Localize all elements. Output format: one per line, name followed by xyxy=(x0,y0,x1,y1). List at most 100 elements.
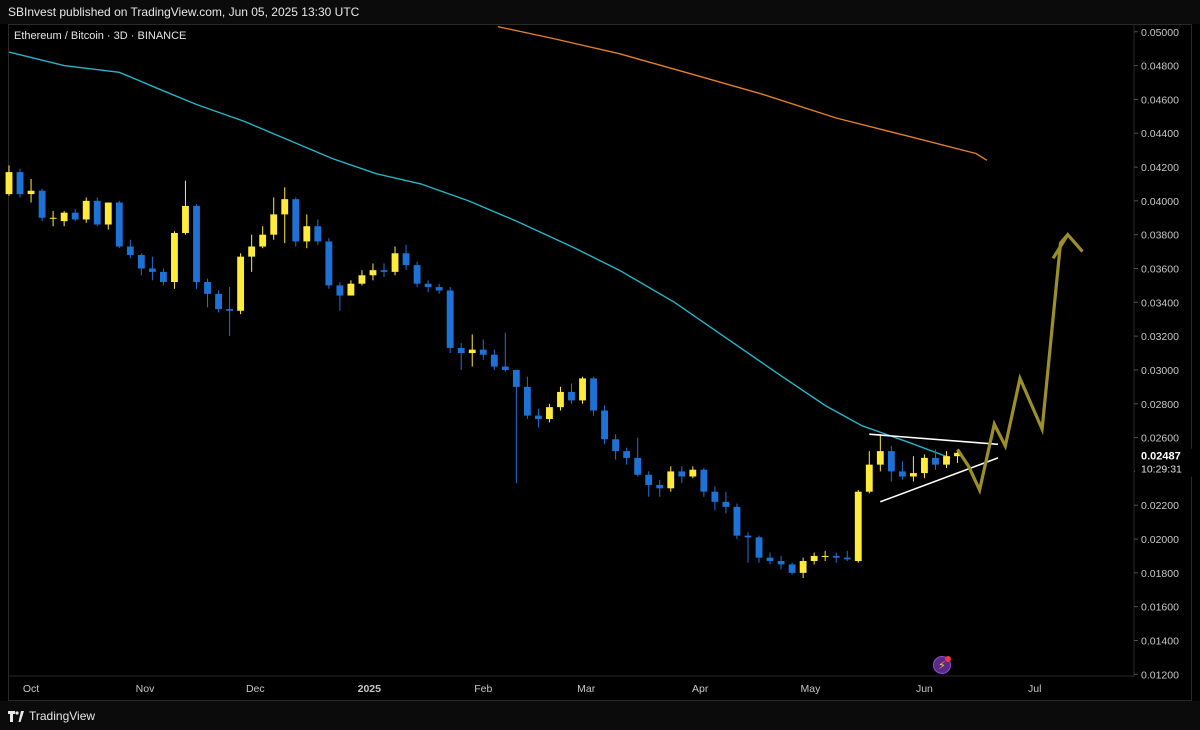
candle[interactable] xyxy=(369,263,377,281)
candle[interactable] xyxy=(60,211,68,227)
candle[interactable] xyxy=(248,234,256,272)
candle[interactable] xyxy=(479,339,487,360)
triangle-upper-trendline[interactable] xyxy=(869,433,999,446)
candle[interactable] xyxy=(788,562,796,575)
candle[interactable] xyxy=(104,202,112,230)
candle[interactable] xyxy=(82,197,90,223)
candle[interactable] xyxy=(557,386,564,411)
candle[interactable] xyxy=(711,486,719,511)
candle-body xyxy=(137,254,145,269)
candle[interactable] xyxy=(678,466,686,484)
candle[interactable] xyxy=(237,253,245,315)
projection-arrowhead[interactable] xyxy=(1051,232,1084,260)
candle[interactable] xyxy=(468,334,476,367)
candle[interactable] xyxy=(854,490,862,563)
candle[interactable] xyxy=(137,253,145,276)
candle[interactable] xyxy=(413,261,421,288)
x-tick-label: Jun xyxy=(916,683,933,695)
candle[interactable] xyxy=(193,204,200,289)
triangle-lower-trendline[interactable] xyxy=(880,457,999,503)
candle[interactable] xyxy=(215,290,222,313)
candle[interactable] xyxy=(435,283,443,294)
candle[interactable] xyxy=(534,408,542,428)
candle[interactable] xyxy=(259,226,267,249)
candle[interactable] xyxy=(270,197,278,240)
candle[interactable] xyxy=(126,239,134,259)
candle[interactable] xyxy=(281,187,289,244)
candle[interactable] xyxy=(325,238,333,289)
candle-body xyxy=(248,246,256,257)
candle[interactable] xyxy=(523,376,531,419)
candle[interactable] xyxy=(303,214,311,249)
candle[interactable] xyxy=(38,189,46,222)
lightning-icon[interactable]: ⚡ xyxy=(933,656,951,674)
candle[interactable] xyxy=(292,197,300,247)
candle[interactable] xyxy=(501,332,509,372)
candle[interactable] xyxy=(446,287,454,354)
candle[interactable] xyxy=(865,451,873,494)
candle[interactable] xyxy=(634,437,642,477)
candle[interactable] xyxy=(380,263,388,277)
candle[interactable] xyxy=(71,209,79,222)
candle[interactable] xyxy=(843,550,851,562)
projection-path[interactable] xyxy=(956,233,1070,495)
candle[interactable] xyxy=(5,165,13,196)
candle[interactable] xyxy=(424,280,432,293)
candle[interactable] xyxy=(93,197,101,227)
candle[interactable] xyxy=(579,376,586,404)
candle[interactable] xyxy=(182,180,189,235)
candle[interactable] xyxy=(656,479,664,497)
candle[interactable] xyxy=(568,383,575,404)
candle[interactable] xyxy=(159,268,167,286)
chart-frame[interactable] xyxy=(8,24,1192,701)
candle[interactable] xyxy=(115,200,123,249)
candle[interactable] xyxy=(16,168,24,198)
candle[interactable] xyxy=(148,256,156,281)
candle[interactable] xyxy=(733,503,741,540)
candle[interactable] xyxy=(667,466,675,492)
candle[interactable] xyxy=(777,555,785,570)
candle[interactable] xyxy=(898,461,906,480)
candle[interactable] xyxy=(943,451,950,469)
candle[interactable] xyxy=(799,557,807,578)
candle[interactable] xyxy=(755,535,763,563)
candle[interactable] xyxy=(546,403,553,423)
candle[interactable] xyxy=(171,231,178,289)
candle[interactable] xyxy=(49,211,57,227)
candle[interactable] xyxy=(590,376,597,416)
candle[interactable] xyxy=(391,246,399,276)
candle[interactable] xyxy=(226,287,234,337)
candle[interactable] xyxy=(347,280,355,296)
candle[interactable] xyxy=(204,278,211,308)
symbol-label[interactable]: Ethereum / Bitcoin · 3D · BINANCE xyxy=(14,30,187,42)
candle[interactable] xyxy=(921,454,928,479)
candle[interactable] xyxy=(457,342,465,370)
candle[interactable] xyxy=(766,552,774,565)
candle[interactable] xyxy=(27,178,35,203)
candle-body xyxy=(755,537,763,558)
candle[interactable] xyxy=(612,434,620,460)
candle[interactable] xyxy=(700,468,708,497)
candle[interactable] xyxy=(722,491,730,514)
candle[interactable] xyxy=(832,552,840,563)
candle[interactable] xyxy=(358,270,366,286)
candle[interactable] xyxy=(336,282,344,311)
candle[interactable] xyxy=(909,456,917,482)
candle[interactable] xyxy=(744,532,752,563)
candle[interactable] xyxy=(314,219,322,245)
candle[interactable] xyxy=(821,550,829,562)
tradingview-logo[interactable]: TradingView xyxy=(8,709,95,723)
candle[interactable] xyxy=(887,446,895,482)
candle[interactable] xyxy=(601,405,609,445)
candle[interactable] xyxy=(689,466,697,479)
candle[interactable] xyxy=(623,447,631,465)
candle[interactable] xyxy=(512,369,520,484)
candle[interactable] xyxy=(645,471,653,497)
candle[interactable] xyxy=(490,349,498,370)
candle[interactable] xyxy=(876,434,884,472)
candle[interactable] xyxy=(932,449,939,470)
candle[interactable] xyxy=(810,552,818,565)
y-tick-label: 0.04600 xyxy=(1141,94,1179,106)
candle[interactable] xyxy=(402,244,410,271)
